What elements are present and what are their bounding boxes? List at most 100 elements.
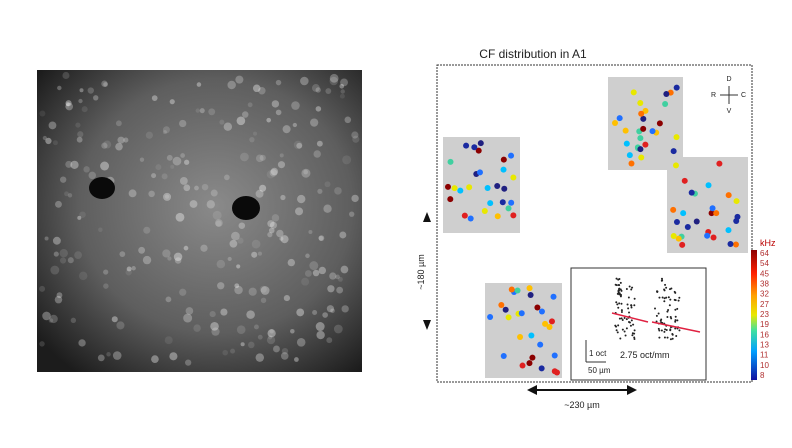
inset-point xyxy=(657,312,660,315)
cell xyxy=(279,236,284,241)
neuron xyxy=(526,285,533,292)
inset-point xyxy=(677,299,680,302)
cell xyxy=(282,125,291,134)
neuron xyxy=(642,107,649,114)
inset-point xyxy=(673,298,676,301)
cell xyxy=(169,352,178,361)
neuron xyxy=(537,341,544,348)
neuron xyxy=(551,368,558,375)
inset-point xyxy=(633,336,636,339)
cell xyxy=(316,140,323,147)
cell xyxy=(75,122,81,128)
cell xyxy=(148,190,155,198)
cell xyxy=(277,161,286,169)
neuron xyxy=(477,140,484,147)
cell xyxy=(222,349,228,356)
cell xyxy=(297,194,306,204)
inset-point xyxy=(627,307,630,310)
neuron xyxy=(612,120,619,127)
inset-point xyxy=(624,334,627,337)
inset-point xyxy=(664,283,667,286)
neuron xyxy=(548,318,555,325)
panel-title: CF distribution in A1 xyxy=(479,47,587,61)
cell xyxy=(296,142,303,149)
neuron xyxy=(445,183,452,190)
colorbar-label: 19 xyxy=(760,320,769,329)
cell xyxy=(322,312,328,318)
inset-point xyxy=(661,279,664,282)
cell xyxy=(78,98,83,104)
neuron xyxy=(630,89,637,96)
cell xyxy=(162,130,167,135)
cell xyxy=(56,292,63,299)
neuron xyxy=(673,84,680,91)
neuron xyxy=(502,306,509,313)
neuron xyxy=(670,148,677,155)
colorbar-label: 23 xyxy=(760,310,769,319)
cell xyxy=(200,244,208,252)
cell xyxy=(235,75,244,84)
cell xyxy=(217,282,225,290)
neuron xyxy=(684,224,691,231)
inset-point xyxy=(616,292,619,295)
cell xyxy=(101,80,108,87)
cell xyxy=(173,252,183,262)
cell xyxy=(45,137,52,145)
cell xyxy=(337,276,343,282)
inset-point xyxy=(668,304,671,307)
cell xyxy=(106,352,111,357)
cell xyxy=(230,348,236,354)
cell xyxy=(280,194,286,201)
cell xyxy=(252,84,261,93)
colorbar-label: 10 xyxy=(760,361,769,370)
inset-point xyxy=(629,324,632,327)
cell xyxy=(151,173,157,179)
cell xyxy=(185,359,192,366)
cell xyxy=(59,248,68,258)
cell xyxy=(229,239,238,248)
neuron xyxy=(734,213,741,220)
neuron xyxy=(500,166,507,173)
cell xyxy=(269,169,278,177)
cell xyxy=(103,82,108,87)
inset-point xyxy=(669,298,672,301)
inset-point xyxy=(614,283,617,286)
cell xyxy=(201,183,209,191)
inset-point xyxy=(671,337,674,340)
cell xyxy=(333,324,343,334)
neuron xyxy=(487,313,494,320)
cell xyxy=(329,73,339,83)
neuron xyxy=(716,160,723,167)
inset-point xyxy=(625,318,628,321)
inset-point xyxy=(618,317,621,320)
neuron xyxy=(637,100,644,107)
cell xyxy=(196,82,202,87)
cell xyxy=(87,87,94,94)
cell xyxy=(215,220,222,227)
inset-point xyxy=(655,320,658,323)
neuron xyxy=(494,213,501,220)
cell xyxy=(79,211,86,218)
scale-horizontal: ~230 µm xyxy=(564,400,599,410)
neuron xyxy=(526,360,533,367)
imaging-field xyxy=(443,137,520,233)
cell xyxy=(65,104,70,109)
colorbar-label: 11 xyxy=(760,351,769,360)
cell xyxy=(290,328,295,334)
neuron xyxy=(538,365,545,372)
cell xyxy=(97,354,105,362)
neuron xyxy=(705,182,712,189)
cell xyxy=(220,308,228,316)
cell xyxy=(49,314,58,324)
cell xyxy=(266,117,272,123)
cell xyxy=(151,95,158,101)
neuron xyxy=(637,146,644,153)
neuron xyxy=(505,205,512,212)
inset-point xyxy=(616,303,619,306)
cell xyxy=(142,255,152,265)
inset-point xyxy=(633,332,636,335)
cell xyxy=(248,341,255,349)
cell xyxy=(103,283,109,289)
cell xyxy=(98,227,103,232)
cell xyxy=(54,295,63,304)
